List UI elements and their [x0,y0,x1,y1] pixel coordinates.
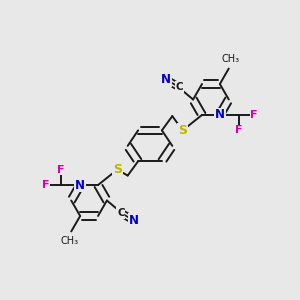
Text: F: F [250,110,258,120]
Text: N: N [215,108,225,122]
Text: N: N [75,178,85,192]
Text: C: C [175,82,183,92]
Text: S: S [113,163,122,176]
Text: CH₃: CH₃ [61,236,79,246]
Text: C: C [117,208,125,218]
Text: F: F [57,165,64,175]
Text: CH₃: CH₃ [221,54,239,64]
Text: F: F [42,180,50,190]
Text: N: N [129,214,139,227]
Text: N: N [161,73,171,86]
Text: S: S [178,124,187,137]
Text: F: F [236,125,243,135]
